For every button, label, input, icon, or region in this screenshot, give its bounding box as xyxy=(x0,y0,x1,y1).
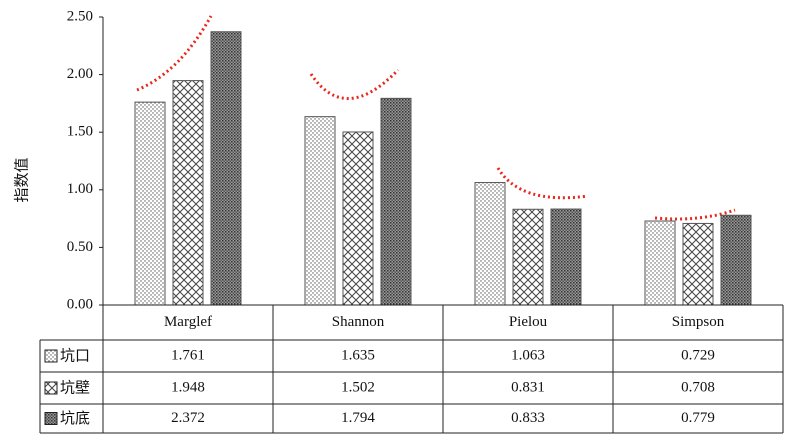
legend-label: 坑底 xyxy=(60,409,90,427)
bar xyxy=(304,116,336,306)
bar xyxy=(644,220,676,306)
legend-label: 坑壁 xyxy=(60,379,90,397)
table-cell: 1.761 xyxy=(171,347,205,363)
x-tick-label: Shannon xyxy=(332,314,385,330)
bar xyxy=(474,182,506,306)
y-tick-label: 2.00 xyxy=(67,66,93,82)
table-cell: 1.635 xyxy=(341,347,375,363)
y-axis-label: 指数值 xyxy=(13,157,31,202)
trend-annotation xyxy=(136,15,736,221)
table-cell: 1.502 xyxy=(341,379,375,395)
y-tick-label: 1.50 xyxy=(67,124,93,140)
bar xyxy=(550,208,582,306)
y-tick-label: 2.50 xyxy=(67,8,93,24)
table-cell: 1.948 xyxy=(171,379,205,395)
bar xyxy=(512,208,544,306)
bar xyxy=(682,222,714,306)
legend-swatch xyxy=(44,412,58,425)
bar xyxy=(380,97,412,306)
y-tick-label: 0.00 xyxy=(67,296,93,312)
bar xyxy=(210,31,242,306)
table-cell: 0.833 xyxy=(511,410,545,426)
y-tick-label: 0.50 xyxy=(67,239,93,255)
x-tick-label: Pielou xyxy=(509,314,548,330)
table-cell: 0.729 xyxy=(681,347,715,363)
y-tick-label: 1.00 xyxy=(67,181,93,197)
table-cell: 2.372 xyxy=(171,410,205,426)
legend-swatch xyxy=(44,349,58,363)
table-cell: 0.831 xyxy=(511,379,545,395)
table-cell: 0.779 xyxy=(681,410,715,426)
x-tick-label: Marglef xyxy=(164,314,212,330)
bar xyxy=(720,214,752,306)
bar xyxy=(172,80,204,306)
legend-swatch xyxy=(44,381,58,395)
x-tick-label: Simpson xyxy=(672,314,725,330)
bar xyxy=(134,101,166,306)
table-cell: 1.063 xyxy=(511,347,545,363)
table-cell: 1.794 xyxy=(341,410,375,426)
table-cell: 0.708 xyxy=(681,379,715,395)
legend-label: 坑口 xyxy=(60,347,90,365)
bar xyxy=(342,131,374,306)
